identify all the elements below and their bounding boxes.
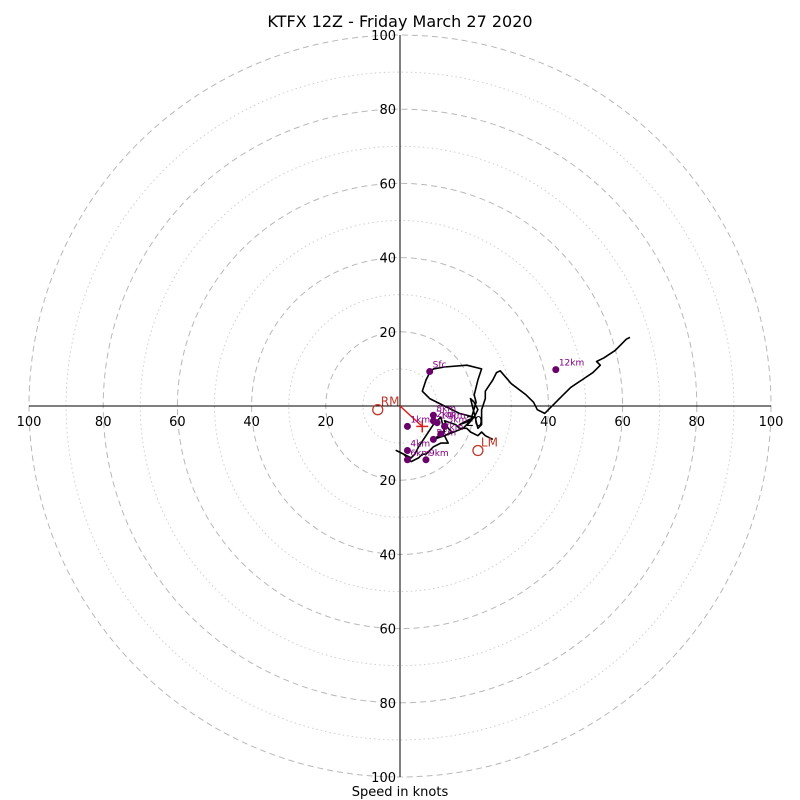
- height-marker-point: [403, 447, 411, 455]
- height-marker-point: [433, 419, 441, 427]
- storm-motion-label: RM: [381, 395, 400, 409]
- tick-label: 80: [95, 415, 112, 430]
- height-marker-point: [422, 456, 430, 464]
- hodograph-trace: [395, 336, 631, 463]
- storm-motion-point: [372, 404, 384, 416]
- height-marker-label: 6km: [410, 449, 430, 459]
- height-marker-point: [429, 411, 437, 419]
- height-marker-label: 3km: [448, 415, 468, 425]
- tick-label: 80: [689, 415, 706, 430]
- height-marker-label: Sfc: [433, 360, 447, 370]
- bunkers-vector: [399, 405, 423, 427]
- tick-label: 20: [318, 415, 335, 430]
- height-marker-point: [437, 430, 445, 438]
- chart-title: KTFX 12Z - Friday March 27 2020: [267, 12, 532, 31]
- tick-label: 60: [379, 177, 396, 192]
- height-marker-point: [429, 435, 437, 443]
- tick-label: 100: [759, 415, 784, 430]
- storm-motion-point: [472, 444, 484, 457]
- tick-label: 40: [243, 415, 260, 430]
- tick-label: 80: [379, 697, 396, 712]
- height-marker-point: [403, 456, 411, 464]
- height-marker-point: [426, 367, 434, 375]
- height-marker-label: 8km: [436, 404, 456, 414]
- tick-labels: 100 80 60 40 20 20 40 60 80 100204060801002040608…: [17, 29, 784, 786]
- height-marker-point: [441, 422, 449, 430]
- tick-label: 60: [379, 623, 396, 638]
- height-marker-label: 7km: [444, 423, 464, 433]
- height-marker-label: 2km: [436, 410, 456, 420]
- height-marker-label: 12km: [559, 359, 584, 369]
- height-marker-label: 1km: [410, 415, 430, 425]
- height-marker-label: 5km: [436, 428, 456, 438]
- tick-label: 40: [379, 548, 396, 563]
- tick-label: 20: [379, 326, 396, 341]
- tick-label: 40: [379, 252, 396, 267]
- tick-label: 60: [169, 415, 186, 430]
- height-marker-label: 9km: [429, 449, 449, 459]
- tick-label: 80: [379, 103, 396, 118]
- tick-label: 40: [540, 415, 557, 430]
- height-marker-label: 4km: [410, 440, 430, 450]
- tick-label: 100: [371, 771, 396, 786]
- tick-label: 60: [614, 415, 631, 430]
- tick-label: 100: [371, 29, 396, 44]
- height-marker-point: [403, 422, 411, 430]
- height-marker-label: 10km: [440, 412, 465, 422]
- height-marker-point: [552, 366, 560, 374]
- x-axis-label: Speed in knots: [352, 785, 449, 800]
- tick-label: 20: [379, 474, 396, 489]
- tick-label: 100: [17, 415, 42, 430]
- hodograph-upper-line: [429, 336, 631, 430]
- storm-motion-markers: RM LM: [372, 395, 498, 457]
- storm-motion-label: LM: [481, 436, 498, 450]
